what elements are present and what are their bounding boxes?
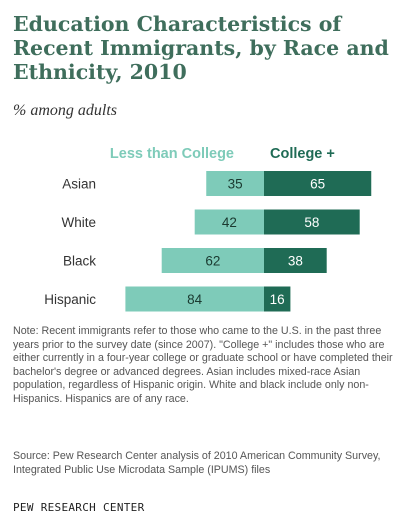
value-label-college-plus-white: 58 <box>304 215 319 230</box>
pew-logo-text: PEW RESEARCH CENTER <box>13 501 145 514</box>
category-label-white: White <box>61 215 96 230</box>
bar-college-plus-white <box>264 209 360 235</box>
value-label-college-plus-asian: 65 <box>310 177 325 192</box>
bar-college-plus-hispanic <box>264 286 291 312</box>
value-label-college-plus-black: 38 <box>288 254 303 269</box>
value-label-less-than-college-asian: 35 <box>228 177 243 192</box>
chart-subtitle: % among adults <box>13 102 117 119</box>
bar-chart: Less than College College + Asian 35 65 Whi… <box>44 146 372 312</box>
bar-less-than-college-white <box>194 209 264 235</box>
bar-college-plus-black <box>264 248 327 273</box>
footnote: Note: Recent immigrants refer to those w… <box>13 325 393 405</box>
bar-less-than-college-black <box>161 248 264 273</box>
value-label-less-than-college-black: 62 <box>205 254 220 269</box>
category-label-hispanic: Hispanic <box>44 292 96 307</box>
source-note: Source: Pew Research Center analysis of … <box>13 450 381 476</box>
bar-less-than-college-hispanic <box>125 286 265 312</box>
category-label-asian: Asian <box>62 177 96 192</box>
value-label-less-than-college-white: 42 <box>222 215 237 230</box>
value-label-college-plus-hispanic: 16 <box>270 292 285 307</box>
chart-title: Education Characteristics of Recent Immi… <box>13 12 389 84</box>
legend-less-than-college: Less than College <box>110 146 234 162</box>
bars-group: Asian 35 65 White 42 58 Black 62 38 Hispanic 84 16 <box>44 171 372 312</box>
bar-less-than-college-asian <box>206 171 264 196</box>
value-label-less-than-college-hispanic: 84 <box>187 292 203 307</box>
bar-college-plus-asian <box>264 171 372 196</box>
legend-college-plus: College + <box>270 146 335 162</box>
category-label-black: Black <box>63 254 96 269</box>
